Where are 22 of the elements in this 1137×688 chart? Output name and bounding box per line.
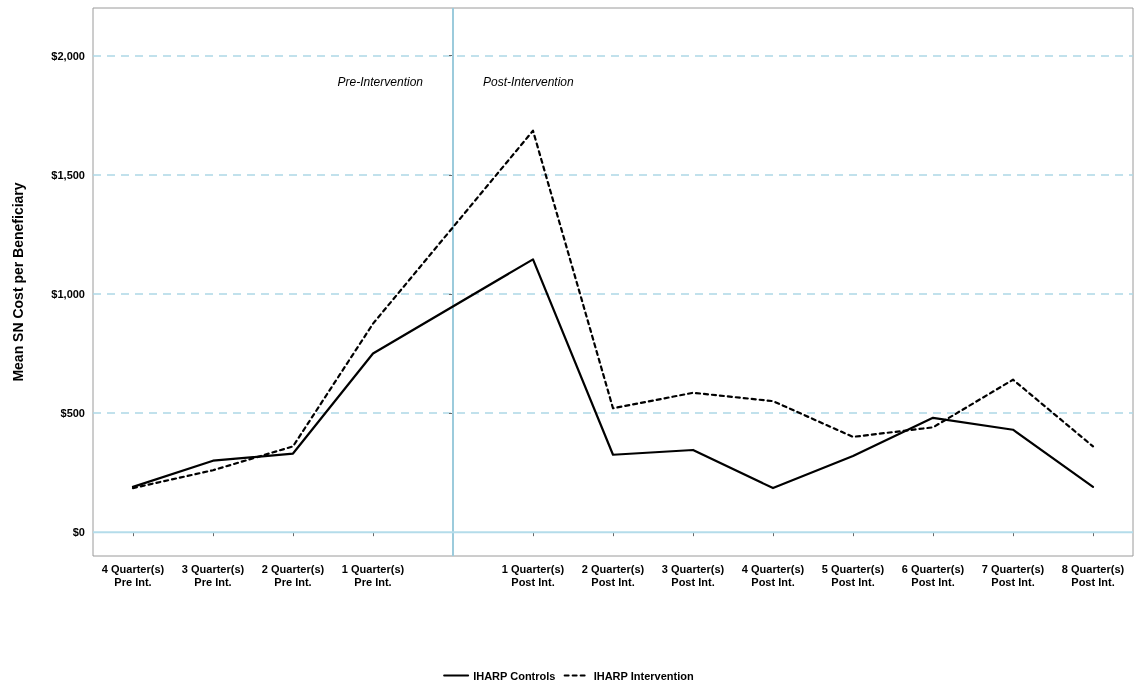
annotation: Pre-Intervention <box>337 75 424 89</box>
y-tick-label: $1,500 <box>51 168 85 181</box>
x-tick-label: 1 Quarter(s) Pre Int. <box>341 562 405 588</box>
y-tick-label: $1,000 <box>51 287 85 300</box>
x-tick-label: 5 Quarter(s) Post Int. <box>821 562 885 588</box>
x-tick-label: 3 Quarter(s) Post Int. <box>661 562 725 588</box>
x-tick-label: 3 Quarter(s) Pre Int. <box>181 562 245 588</box>
y-axis-title: Mean SN Cost per Beneficiary <box>10 182 26 382</box>
x-tick-label: 1 Quarter(s) Post Int. <box>501 562 565 588</box>
x-tick-label: 2 Quarter(s) Pre Int. <box>261 562 325 588</box>
x-tick-label: 4 Quarter(s) Post Int. <box>741 562 805 588</box>
y-tick-label: $500 <box>60 407 85 420</box>
x-tick-label: 6 Quarter(s) Post Int. <box>901 562 965 588</box>
legend-label: IHARP Intervention <box>593 669 694 682</box>
x-tick-label: 7 Quarter(s) Post Int. <box>981 562 1045 588</box>
x-tick-label: 8 Quarter(s) Post Int. <box>1061 562 1125 588</box>
y-tick-label: $2,000 <box>51 49 85 62</box>
x-tick-label: 4 Quarter(s) Pre Int. <box>101 562 165 588</box>
y-tick-label: $0 <box>72 526 85 539</box>
legend-label: IHARP Controls <box>473 669 556 682</box>
annotation: Post-Intervention <box>483 75 575 89</box>
x-tick-label: 2 Quarter(s) Post Int. <box>581 562 645 588</box>
